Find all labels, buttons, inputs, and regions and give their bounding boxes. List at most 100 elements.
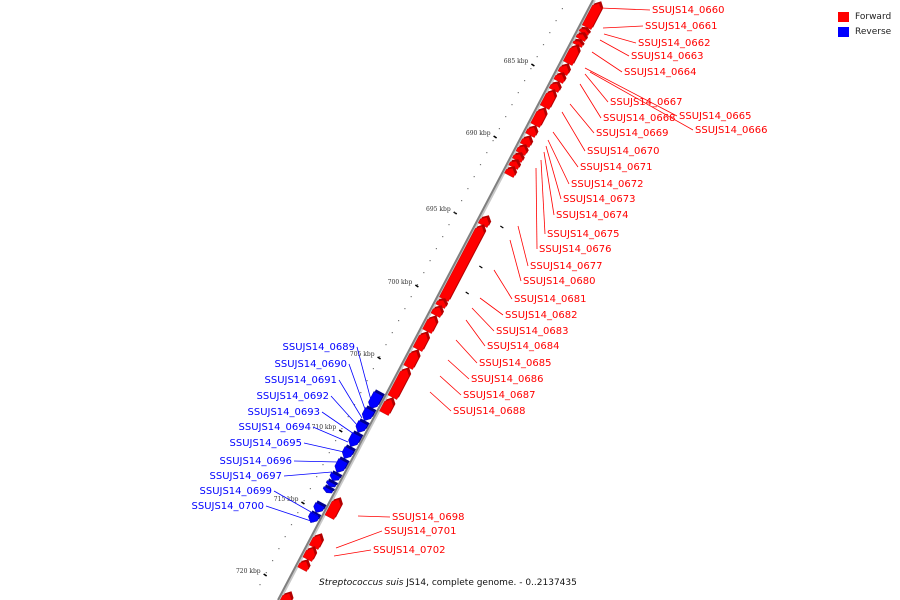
forward-gene-arrow [477, 217, 490, 228]
reverse-gene-label: SSUJS14_0700 [192, 501, 265, 512]
forward-gene-arrow [525, 127, 537, 138]
reverse-leader-line [303, 442, 345, 453]
minor-tick-dot [347, 416, 349, 418]
forward-gene-arrow [512, 154, 524, 163]
forward-leader-line [569, 103, 595, 134]
forward-swatch-icon [838, 11, 849, 22]
forward-gene-label: SSUJS14_0676 [539, 244, 612, 255]
forward-gene-arrow [563, 46, 579, 66]
minor-tick-dot [316, 476, 318, 478]
forward-leader-line [561, 111, 586, 152]
forward-gene-label: SSUJS14_0698 [392, 512, 465, 523]
forward-gene-arrow [548, 83, 561, 93]
minor-tick-dot [385, 344, 387, 346]
forward-gene-arrow [581, 3, 602, 30]
genome-caption: Streptococcus suis JS14, complete genome… [319, 578, 577, 588]
forward-gene-label: SSUJS14_0675 [547, 229, 620, 240]
reverse-gene-label: SSUJS14_0690 [275, 359, 348, 370]
forward-gene-arrow [324, 499, 342, 520]
forward-leader-line [540, 159, 546, 235]
forward-gene-label: SSUJS14_0664 [624, 67, 697, 78]
minor-tick-dot [542, 44, 545, 46]
forward-leader-line [545, 145, 562, 200]
forward-gene-label: SSUJS14_0670 [587, 146, 660, 157]
reverse-gene-label: SSUJS14_0693 [248, 407, 321, 418]
forward-gene-label: SSUJS14_0673 [563, 194, 636, 205]
reverse-gene-arrow [313, 502, 325, 513]
reverse-gene-arrow [322, 486, 334, 494]
forward-leader-line [357, 515, 391, 518]
kbp-tick-label: 720 kbp [236, 568, 261, 575]
reverse-leader-line [265, 505, 315, 523]
forward-gene-arrow [302, 548, 316, 562]
minor-tick-dot [555, 20, 557, 22]
forward-leader-line [517, 225, 529, 267]
forward-gene-label: SSUJS14_0688 [453, 406, 526, 417]
forward-gene-arrow [387, 369, 410, 400]
forward-gene-label: SSUJS14_0669 [596, 128, 669, 139]
forward-gene-arrow [435, 300, 447, 309]
reverse-gene-arrow [368, 391, 384, 409]
forward-leader-line [535, 167, 538, 250]
kbp-tick-label: 700 kbp [388, 279, 413, 286]
forward-leader-line [599, 39, 630, 57]
kbp-tick-mark [301, 501, 305, 505]
forward-gene-arrow [553, 74, 565, 84]
forward-leader-line [493, 269, 513, 300]
kbp-tick-mark [377, 356, 382, 360]
legend-label-forward: Forward [855, 11, 892, 22]
forward-gene-arrow [519, 137, 532, 148]
forward-gene-label: SSUJS14_0683 [496, 326, 569, 337]
forward-gene-arrow [557, 65, 570, 76]
minor-tick-dot [360, 392, 362, 394]
minor-tick-dot [272, 560, 274, 562]
legend-label-reverse: Reverse [855, 26, 892, 37]
minor-tick-dot [454, 212, 456, 214]
forward-gene-arrow [403, 351, 419, 370]
minor-tick-dot [379, 356, 381, 358]
forward-gene-label: SSUJS14_0701 [384, 526, 457, 537]
kbp-tick-label: 695 kbp [426, 206, 451, 213]
minor-tick-dot [486, 152, 488, 154]
minor-tick-dot [505, 116, 507, 118]
kbp-tick-mark [338, 429, 343, 433]
minor-tick-dot [448, 224, 450, 226]
forward-gene-label: SSUJS14_0682 [505, 310, 578, 321]
kbp-tick-mark [263, 573, 268, 577]
forward-gene-label: SSUJS14_0660 [652, 5, 725, 16]
forward-gene-arrow [280, 593, 292, 600]
reverse-gene-arrow [334, 458, 348, 473]
forward-gene-label: SSUJS14_0672 [571, 179, 644, 190]
forward-leader-line [439, 375, 462, 396]
forward-gene-label: SSUJS14_0674 [556, 210, 629, 221]
forward-gene-arrow [539, 91, 556, 110]
forward-leader-line [584, 67, 678, 117]
kbp-tick-label: 710 kbp [312, 424, 337, 431]
reverse-swatch-icon [838, 26, 849, 37]
forward-gene-label: SSUJS14_0667 [610, 97, 683, 108]
minor-tick-dot [467, 188, 469, 190]
forward-gene-arrow [515, 146, 527, 156]
minor-tick-dot [366, 380, 368, 382]
minor-tick-dot [398, 320, 400, 322]
forward-gene-arrow [297, 561, 309, 572]
reverse-gene-arrow [348, 432, 362, 447]
forward-gene-label: SSUJS14_0687 [463, 390, 536, 401]
legend: Forward Reverse [838, 9, 891, 39]
reverse-gene-arrow [355, 420, 368, 433]
forward-gene-arrow [504, 168, 516, 178]
minor-tick-dot [410, 296, 412, 298]
forward-gene-arrow [430, 307, 443, 318]
minor-tick-dot [416, 284, 419, 286]
forward-leader-line [547, 139, 570, 185]
reverse-gene-label: SSUJS14_0697 [210, 471, 283, 482]
kbp-tick-mark [493, 135, 498, 139]
reverse-gene-label: SSUJS14_0695 [230, 438, 303, 449]
reverse-leader-line [356, 346, 373, 405]
caption-rest: JS14, complete genome. - 0..2137435 [403, 578, 577, 588]
forward-gene-label: SSUJS14_0661 [645, 21, 718, 32]
minor-tick-dot [511, 104, 513, 106]
minor-tick-dot [297, 512, 299, 514]
minor-tick-dot [303, 500, 305, 502]
